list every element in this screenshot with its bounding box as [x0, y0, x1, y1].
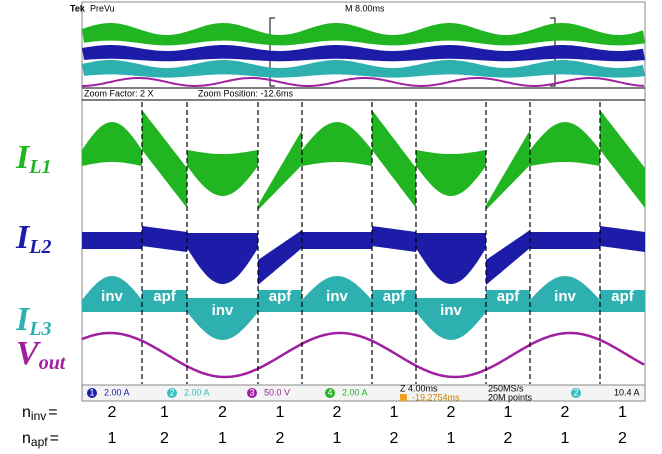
channel-scale: 2.00 A — [104, 387, 130, 397]
cell: 1 — [160, 404, 169, 421]
segment-label: apf — [611, 288, 635, 305]
row-symbol: n — [22, 430, 31, 447]
row-sign: = — [50, 430, 59, 447]
trace-subscript: out — [39, 352, 67, 374]
cell: 2 — [218, 404, 227, 421]
row-subscript: apf — [31, 435, 48, 449]
cell: 1 — [333, 430, 342, 447]
trace-symbol: V — [16, 335, 41, 372]
cell: 1 — [390, 404, 399, 421]
trace-subscript: L2 — [28, 236, 51, 258]
segment-label: inv — [440, 302, 462, 319]
channel-id: 4 — [327, 387, 332, 397]
channel-scale: 50.0 V — [264, 387, 290, 397]
cell: 2 — [561, 404, 570, 421]
trace-label: IL1 — [15, 139, 51, 178]
row-sign: = — [48, 404, 57, 421]
segment-label: inv — [554, 288, 576, 305]
channel-id: 2 — [169, 387, 174, 397]
trace-label: Vout — [16, 335, 67, 374]
zoom-factor: Zoom Factor: 2 X — [84, 88, 154, 98]
segment-label: inv — [101, 288, 123, 305]
record-length: 20M points — [488, 392, 533, 402]
cell: 2 — [108, 404, 117, 421]
trigger-position: -19.2754ms — [412, 392, 460, 402]
row-label: napf= — [22, 430, 59, 449]
cell: 1 — [447, 430, 456, 447]
cell: 2 — [618, 430, 627, 447]
oscilloscope-screenshot: Tek PreVu M 8.00ms Zoom Factor: 2 X Zoom… — [0, 0, 662, 454]
segment-label: apf — [269, 288, 293, 305]
trace-band — [82, 232, 142, 249]
cell: 2 — [504, 430, 513, 447]
trigger-channel: 2 — [573, 387, 578, 397]
trace-band — [530, 232, 600, 249]
cell: 2 — [276, 430, 285, 447]
trigger-marker — [400, 394, 407, 401]
row-subscript: inv — [31, 409, 46, 423]
segment-label: inv — [326, 288, 348, 305]
channel-scale: 2.00 A — [342, 387, 368, 397]
segment-label: apf — [497, 288, 521, 305]
cell: 1 — [561, 430, 570, 447]
brand: Tek — [70, 3, 86, 13]
trace-label: IL2 — [15, 219, 51, 258]
segment-label: apf — [383, 288, 407, 305]
cell: 2 — [160, 430, 169, 447]
channel-scale: 2.00 A — [184, 387, 210, 397]
cell: 2 — [333, 404, 342, 421]
cell: 2 — [390, 430, 399, 447]
segment-label: inv — [212, 302, 234, 319]
cell: 1 — [108, 430, 117, 447]
zoom-position: Zoom Position: -12.6ms — [198, 88, 294, 98]
segment-label: apf — [153, 288, 177, 305]
cell: 1 — [618, 404, 627, 421]
channel-id: 3 — [249, 387, 254, 397]
trigger-level: 10.4 A — [614, 387, 640, 397]
cell: 1 — [276, 404, 285, 421]
trace-subscript: L1 — [28, 156, 51, 178]
channel-id: 1 — [89, 387, 94, 397]
trace-label: IL3 — [15, 301, 51, 340]
cell: 1 — [504, 404, 513, 421]
row-label: ninv= — [22, 404, 58, 423]
cell: 1 — [218, 430, 227, 447]
trace-band — [302, 232, 372, 249]
timebase: M 8.00ms — [345, 3, 385, 13]
row-symbol: n — [22, 404, 31, 421]
cell: 2 — [447, 404, 456, 421]
mode: PreVu — [90, 3, 115, 13]
